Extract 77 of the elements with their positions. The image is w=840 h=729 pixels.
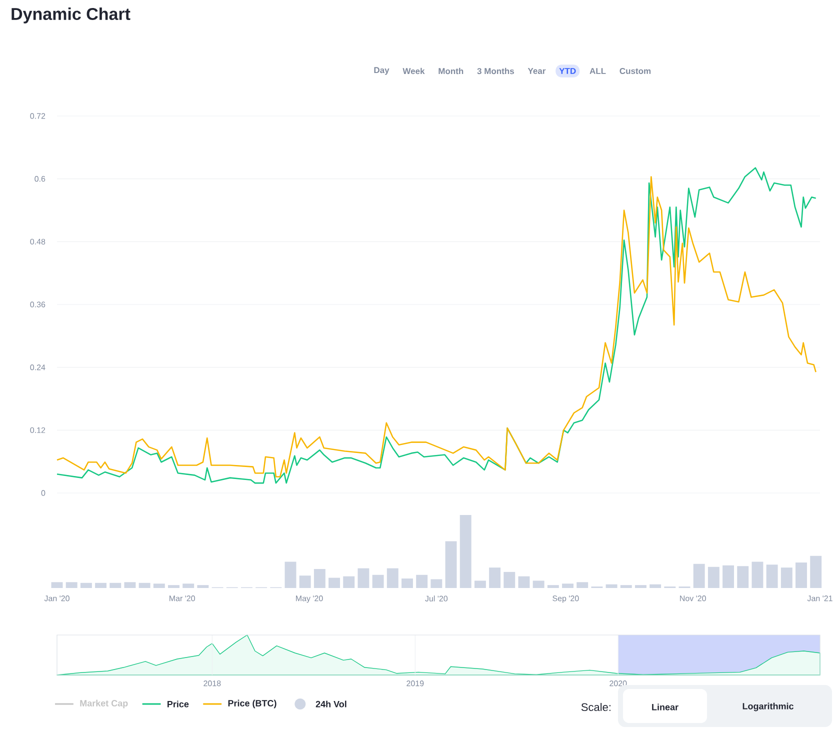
bar [153,584,165,588]
bar [518,576,530,588]
bar [51,582,63,588]
bar [722,565,734,588]
y-tick-label: 0.6 [34,176,46,182]
y-tick-label: 0 [41,490,46,496]
bar [80,582,92,588]
y-tick-label: 0.48 [30,238,46,244]
legend-label: Price (BTC) [228,700,276,708]
x-tick-label: Jan '20 [44,596,70,602]
bar [620,585,632,588]
bar [708,566,720,588]
chart-title: Dynamic Chart [12,8,130,24]
bar [168,585,180,588]
bar [562,584,574,588]
text: Scale: [581,702,610,712]
text: Year [528,68,546,74]
text: ALL [590,68,606,74]
bar [372,574,384,588]
bar [532,580,544,588]
x-tick-label: Jan '21 [807,596,832,602]
x-tick-label: Jul '20 [425,596,448,602]
bar [460,515,472,588]
bar [197,585,209,588]
bar [796,562,807,588]
bar [402,578,413,588]
x-tick-label: 2018 [204,680,221,686]
bar [299,576,311,588]
bar [474,580,486,588]
bar [737,566,749,588]
bar [766,564,778,588]
legend-label: Market Cap [80,700,128,708]
bar [489,568,501,588]
text: 3 Months [477,68,514,74]
text: YTD [559,68,576,74]
text: Month [438,68,464,74]
bar [66,582,78,588]
y-tick-label: 0.36 [30,302,46,308]
text: Day [374,67,390,75]
bar [576,582,588,588]
legend-label: 24h Vol [316,700,346,708]
text: Custom [620,68,651,74]
bar [358,568,370,588]
x-tick-label: Mar '20 [170,596,195,602]
x-tick-label: May '20 [296,596,323,603]
bar [138,582,150,588]
x-tick-label: 2019 [406,680,424,686]
bar [386,568,398,588]
bar [810,556,822,588]
bar [650,584,662,588]
text: Logarithmic [742,702,794,712]
bar [752,562,764,588]
bar [445,541,457,588]
bar [328,578,340,588]
bar [182,584,194,588]
bar [547,585,559,588]
bar [780,568,792,588]
x-tick-label: Sep '20 [552,596,579,603]
bar [606,584,618,588]
text: Linear [652,704,678,710]
y-tick-label: 0.72 [30,113,46,119]
bar [314,569,326,588]
bar [95,582,107,588]
bar [416,574,428,588]
bar [343,576,355,588]
bar [634,585,646,588]
legend-label: Price [168,700,189,708]
bar [430,579,442,588]
y-tick-label: 0.12 [30,427,46,433]
bar [693,564,705,588]
x-tick-label: Nov '20 [680,596,706,602]
bar [284,562,296,588]
bar [124,582,136,588]
bar [110,582,122,588]
text: Week [402,68,425,74]
bar [504,572,516,588]
y-tick-label: 0.24 [30,364,46,370]
